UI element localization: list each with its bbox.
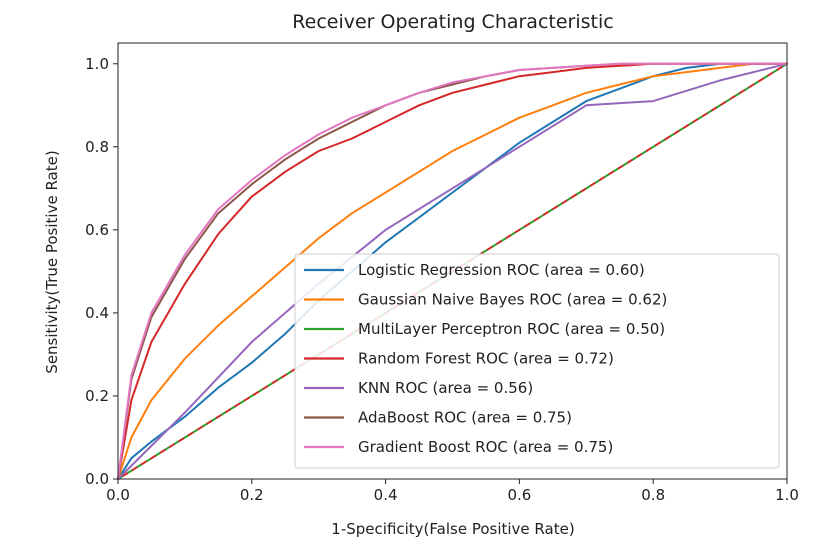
- y-axis-ticks: 0.0 0.2 0.4 0.6 0.8 1.0: [85, 55, 118, 488]
- x-tick-label: 0.8: [641, 486, 665, 504]
- legend-label-2: MultiLayer Perceptron ROC (area = 0.50): [358, 320, 665, 338]
- y-axis-label: Sensitivity(True Positive Rate): [43, 150, 61, 373]
- x-axis-ticks: 0.0 0.2 0.4 0.6 0.8 1.0: [106, 479, 799, 504]
- y-tick-label: 0.8: [85, 138, 109, 156]
- series-line-1: [117, 62, 788, 480]
- plot-frame: [117, 42, 788, 480]
- series-line-6: [117, 62, 788, 480]
- y-tick-label: 1.0: [85, 55, 109, 73]
- legend-label-3: Random Forest ROC (area = 0.72): [358, 350, 614, 368]
- legend: Logistic Regression ROC (area = 0.60) Gau…: [294, 253, 780, 469]
- series-line-0: [117, 62, 788, 480]
- y-tick-label: 0.4: [85, 304, 109, 322]
- x-tick-label: 0.2: [240, 486, 264, 504]
- legend-label-6: Gradient Boost ROC (area = 0.75): [358, 438, 613, 456]
- chart-title: Receiver Operating Characteristic: [292, 11, 613, 33]
- x-tick-label: 1.0: [775, 486, 799, 504]
- y-tick-label: 0.2: [85, 387, 109, 405]
- legend-box: [294, 253, 780, 469]
- legend-label-4: KNN ROC (area = 0.56): [358, 379, 533, 397]
- y-tick-label: 0.6: [85, 221, 109, 239]
- legend-entries: Logistic Regression ROC (area = 0.60) Gau…: [304, 261, 667, 456]
- x-axis-label: 1-Specificity(False Positive Rate): [331, 520, 574, 538]
- legend-label-5: AdaBoost ROC (area = 0.75): [358, 409, 572, 427]
- x-tick-label: 0.6: [507, 486, 531, 504]
- y-tick-label: 0.0: [85, 470, 109, 488]
- x-tick-label: 0.0: [106, 486, 130, 504]
- legend-label-1: Gaussian Naive Bayes ROC (area = 0.62): [358, 291, 667, 309]
- series-line-4: [117, 62, 788, 480]
- x-tick-label: 0.4: [374, 486, 398, 504]
- legend-label-0: Logistic Regression ROC (area = 0.60): [358, 261, 645, 279]
